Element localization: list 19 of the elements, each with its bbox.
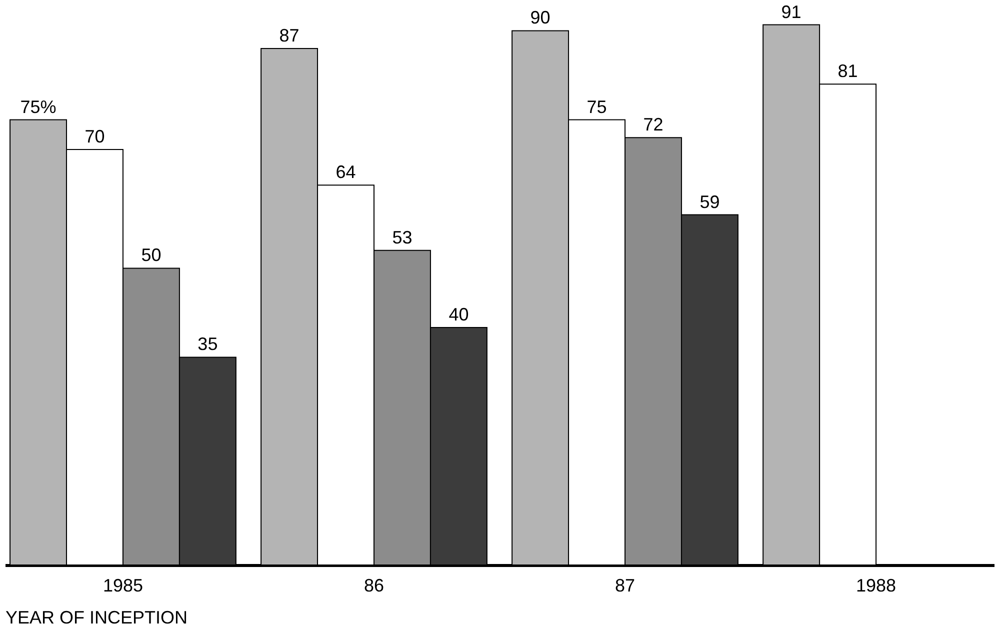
data-label: 35 [198,334,218,354]
x-tick-label: 86 [364,576,384,596]
data-label: 81 [838,61,858,82]
data-label: 72 [643,114,664,135]
data-label: 70 [84,126,105,146]
data-label: 87 [279,26,300,46]
data-label: 75% [20,96,56,117]
data-label: 59 [700,192,720,212]
x-tick-label: 87 [614,576,636,596]
x-tick-label: 1985 [102,576,143,596]
data-label: 40 [448,304,469,325]
x-tick-label: 1988 [856,576,896,596]
data-label: 50 [141,245,162,266]
data-label: 90 [530,8,550,28]
x-axis-title: YEAR OF INCEPTION [6,608,188,628]
data-label: 91 [781,2,802,22]
data-label: 53 [392,227,412,248]
data-label: 75 [586,96,607,117]
data-label: 64 [336,162,356,182]
